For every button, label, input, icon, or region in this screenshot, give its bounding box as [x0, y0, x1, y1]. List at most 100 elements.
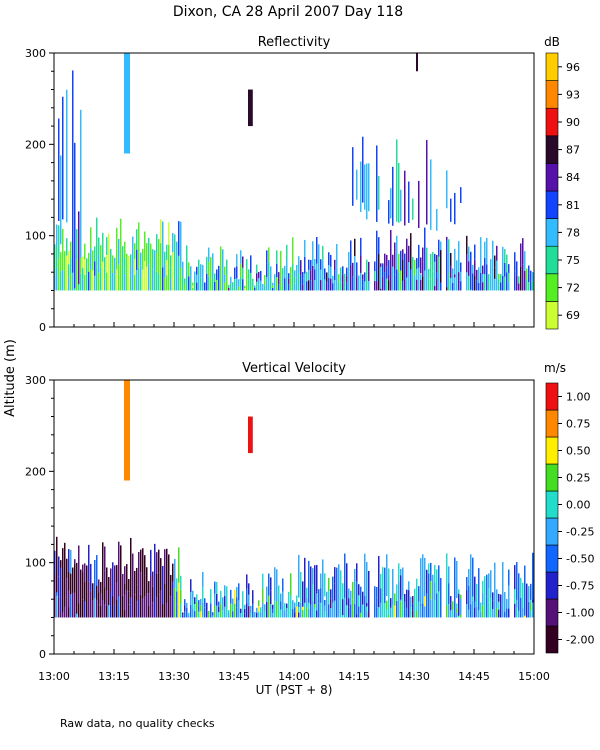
heatmap-cell — [408, 581, 410, 594]
heatmap-cell — [500, 282, 502, 291]
x-tick-label: 13:15 — [98, 670, 130, 683]
heatmap-cell — [130, 266, 132, 279]
heatmap-cell — [506, 254, 508, 273]
heatmap-cell — [412, 257, 414, 274]
heatmap-cell — [394, 593, 396, 606]
heatmap-feature-cell — [96, 585, 98, 600]
heatmap-cell — [366, 259, 368, 276]
heatmap-feature-cell — [250, 416, 253, 454]
heatmap-cell — [396, 600, 398, 618]
heatmap-cell — [106, 567, 108, 593]
heatmap-cell — [478, 267, 480, 276]
heatmap-cell — [348, 607, 350, 618]
heatmap-cell — [308, 600, 310, 609]
heatmap-cell — [310, 591, 312, 618]
reflectivity-heatmap — [54, 53, 534, 291]
colorbar-segment — [545, 80, 559, 109]
heatmap-cell — [492, 609, 494, 618]
heatmap-cell — [236, 586, 238, 598]
heatmap-cell — [490, 259, 492, 275]
heatmap-cell — [262, 284, 264, 288]
heatmap-cell — [80, 256, 82, 274]
heatmap-cell — [440, 241, 442, 258]
heatmap-cell — [240, 263, 242, 278]
heatmap-cell — [98, 592, 100, 605]
heatmap-feature-cell — [168, 572, 170, 612]
heatmap-cell — [340, 267, 342, 276]
heatmap-cell — [116, 582, 118, 601]
heatmap-cell — [130, 597, 132, 618]
heatmap-cell — [176, 266, 178, 291]
heatmap-cell — [272, 608, 274, 614]
heatmap-cell — [186, 245, 188, 268]
heatmap-feature-cell — [470, 251, 472, 290]
heatmap-cell — [144, 231, 146, 262]
heatmap-cell — [386, 609, 388, 618]
heatmap-cell — [150, 594, 152, 618]
heatmap-cell — [316, 263, 318, 291]
heatmap-cell — [516, 607, 518, 618]
heatmap-cell — [498, 593, 500, 602]
heatmap-cell — [212, 612, 214, 614]
heatmap-cell — [82, 256, 84, 268]
heatmap-cell — [62, 228, 64, 250]
heatmap-cell — [488, 602, 490, 618]
heatmap-feature-cell — [380, 266, 382, 289]
heatmap-cell — [68, 277, 70, 291]
heatmap-feature-cell — [78, 211, 80, 285]
heatmap-cell — [306, 607, 308, 618]
heatmap-feature-cell — [454, 248, 456, 275]
shared-y-axis-label: Altitude (m) — [3, 339, 18, 417]
heatmap-cell — [314, 602, 316, 608]
heatmap-cell — [96, 217, 98, 242]
heatmap-cell — [266, 586, 268, 603]
heatmap-cell — [208, 276, 210, 291]
heatmap-cell — [488, 285, 490, 291]
heatmap-cell — [474, 244, 476, 260]
heatmap-cell — [178, 582, 180, 618]
colorbar-label: 81 — [566, 199, 580, 212]
heatmap-cell — [256, 264, 258, 274]
heatmap-cell — [186, 602, 188, 608]
heatmap-cell — [94, 275, 96, 291]
heatmap-cell — [450, 252, 452, 266]
heatmap-cell — [100, 605, 102, 618]
heatmap-feature-cell — [362, 136, 364, 203]
heatmap-cell — [184, 284, 186, 291]
heatmap-feature-cell — [398, 162, 400, 223]
heatmap-cell — [498, 284, 500, 291]
heatmap-cell — [410, 607, 412, 618]
heatmap-cell — [170, 255, 172, 268]
heatmap-cell — [268, 573, 270, 596]
heatmap-cell — [82, 267, 84, 280]
heatmap-cell — [222, 604, 224, 611]
heatmap-cell — [398, 253, 400, 273]
heatmap-cell — [160, 243, 162, 267]
heatmap-cell — [256, 612, 258, 618]
heatmap-cell — [334, 583, 336, 601]
heatmap-cell — [420, 611, 422, 618]
heatmap-cell — [62, 269, 64, 291]
heatmap-cell — [286, 275, 288, 291]
heatmap-cell — [70, 241, 72, 258]
heatmap-cell — [362, 591, 364, 605]
heatmap-cell — [346, 282, 348, 291]
heatmap-cell — [204, 598, 206, 608]
heatmap-cell — [114, 257, 116, 275]
heatmap-cell — [166, 260, 168, 276]
heatmap-cell — [146, 243, 148, 267]
heatmap-cell — [80, 273, 82, 291]
heatmap-cell — [332, 275, 334, 284]
heatmap-cell — [278, 278, 280, 285]
heatmap-cell — [214, 581, 216, 594]
heatmap-cell — [420, 274, 422, 280]
heatmap-cell — [336, 244, 338, 268]
heatmap-cell — [412, 596, 414, 604]
heatmap-cell — [142, 269, 144, 291]
heatmap-cell — [164, 251, 166, 265]
heatmap-cell — [202, 264, 204, 278]
heatmap-cell — [448, 239, 450, 265]
heatmap-feature-cell — [428, 573, 430, 605]
heatmap-cell — [482, 605, 484, 618]
heatmap-cell — [64, 270, 66, 291]
